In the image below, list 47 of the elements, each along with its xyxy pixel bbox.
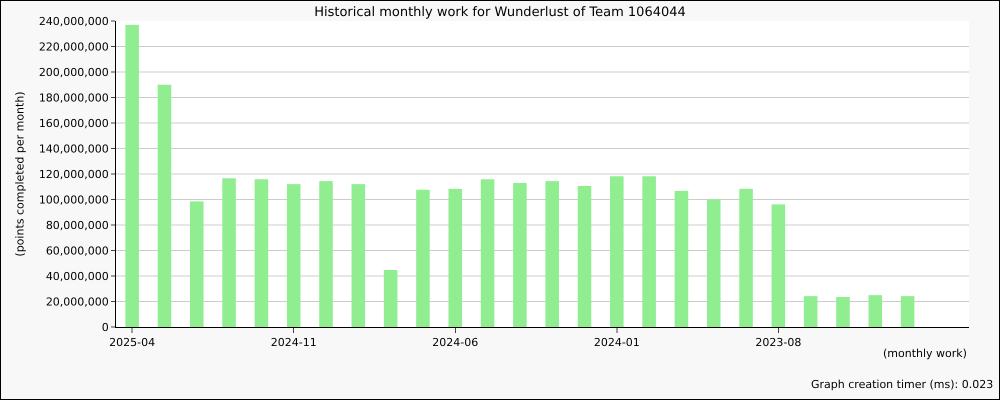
y-tick-label: 120,000,000 bbox=[38, 168, 109, 181]
y-tick-label: 100,000,000 bbox=[38, 193, 109, 206]
x-tick-label: 2024-11 bbox=[270, 336, 317, 350]
bar bbox=[900, 296, 914, 327]
bar bbox=[319, 181, 333, 327]
bar bbox=[545, 181, 559, 327]
bar bbox=[772, 204, 786, 327]
bar bbox=[513, 183, 527, 327]
bar bbox=[222, 178, 236, 327]
bar bbox=[384, 270, 398, 327]
bar bbox=[836, 297, 850, 327]
bar bbox=[254, 179, 268, 327]
bar bbox=[190, 201, 204, 327]
bar bbox=[610, 176, 624, 327]
bar bbox=[642, 176, 656, 327]
y-tick-label: 60,000,000 bbox=[46, 244, 109, 258]
bar bbox=[416, 190, 430, 327]
bar bbox=[706, 200, 721, 327]
text: Graph creation timer (ms): 0.023 bbox=[811, 378, 994, 391]
bar bbox=[158, 84, 172, 327]
bar bbox=[352, 184, 366, 327]
y-tick-label: 220,000,000 bbox=[38, 40, 109, 54]
bar bbox=[480, 179, 494, 327]
y-axis-title: (points completed per month) bbox=[13, 91, 26, 257]
y-tick-label: 80,000,000 bbox=[46, 218, 109, 232]
chart-title: Historical monthly work for Wunderlust of Team 1064044 bbox=[314, 5, 686, 20]
y-tick-label: 240,000,000 bbox=[38, 14, 109, 28]
bar bbox=[674, 190, 688, 327]
y-tick-label: 20,000,000 bbox=[46, 295, 109, 308]
bar bbox=[868, 295, 882, 327]
bar bbox=[578, 186, 592, 327]
x-axis-title: (monthly work) bbox=[883, 347, 967, 360]
x-tick-label: 2024-01 bbox=[594, 336, 640, 350]
y-tick-label: 200,000,000 bbox=[38, 66, 109, 79]
bar bbox=[448, 188, 462, 327]
y-tick-label: 140,000,000 bbox=[38, 142, 109, 156]
y-tick-label: 180,000,000 bbox=[38, 91, 109, 104]
bar bbox=[125, 24, 139, 327]
x-tick-label: 2025-04 bbox=[109, 336, 156, 350]
bar bbox=[739, 188, 753, 327]
bar bbox=[286, 184, 300, 327]
y-tick-label: 0 bbox=[102, 320, 109, 334]
y-tick-label: 160,000,000 bbox=[38, 116, 109, 130]
y-tick-label: 40,000,000 bbox=[46, 270, 109, 283]
bar bbox=[804, 296, 818, 327]
x-tick-label: 2024-06 bbox=[432, 336, 478, 350]
x-tick-label: 2023-08 bbox=[755, 336, 802, 350]
